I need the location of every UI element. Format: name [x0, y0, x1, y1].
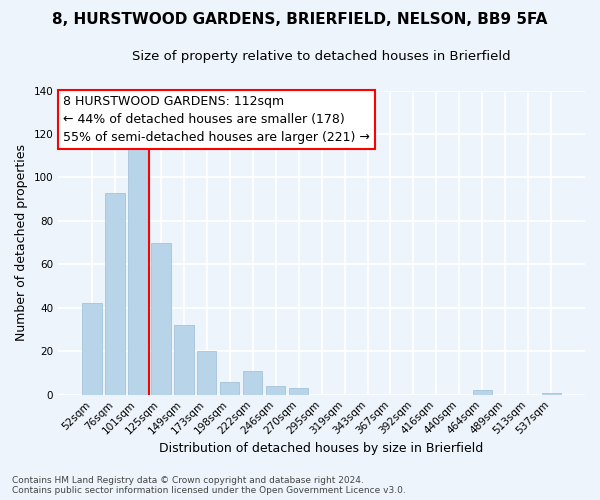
Bar: [82, 304, 101, 394]
Bar: [473, 390, 492, 394]
Bar: [220, 382, 239, 394]
Text: Contains HM Land Registry data © Crown copyright and database right 2024.
Contai: Contains HM Land Registry data © Crown c…: [12, 476, 406, 495]
Bar: [197, 352, 217, 395]
Bar: [266, 386, 286, 394]
X-axis label: Distribution of detached houses by size in Brierfield: Distribution of detached houses by size …: [160, 442, 484, 455]
Bar: [128, 140, 148, 394]
Bar: [174, 325, 194, 394]
Bar: [289, 388, 308, 394]
Text: 8 HURSTWOOD GARDENS: 112sqm
← 44% of detached houses are smaller (178)
55% of se: 8 HURSTWOOD GARDENS: 112sqm ← 44% of det…: [64, 95, 370, 144]
Bar: [243, 371, 262, 394]
Bar: [105, 192, 125, 394]
Title: Size of property relative to detached houses in Brierfield: Size of property relative to detached ho…: [132, 50, 511, 63]
Y-axis label: Number of detached properties: Number of detached properties: [15, 144, 28, 341]
Text: 8, HURSTWOOD GARDENS, BRIERFIELD, NELSON, BB9 5FA: 8, HURSTWOOD GARDENS, BRIERFIELD, NELSON…: [52, 12, 548, 28]
Bar: [151, 242, 170, 394]
Bar: [542, 392, 561, 394]
